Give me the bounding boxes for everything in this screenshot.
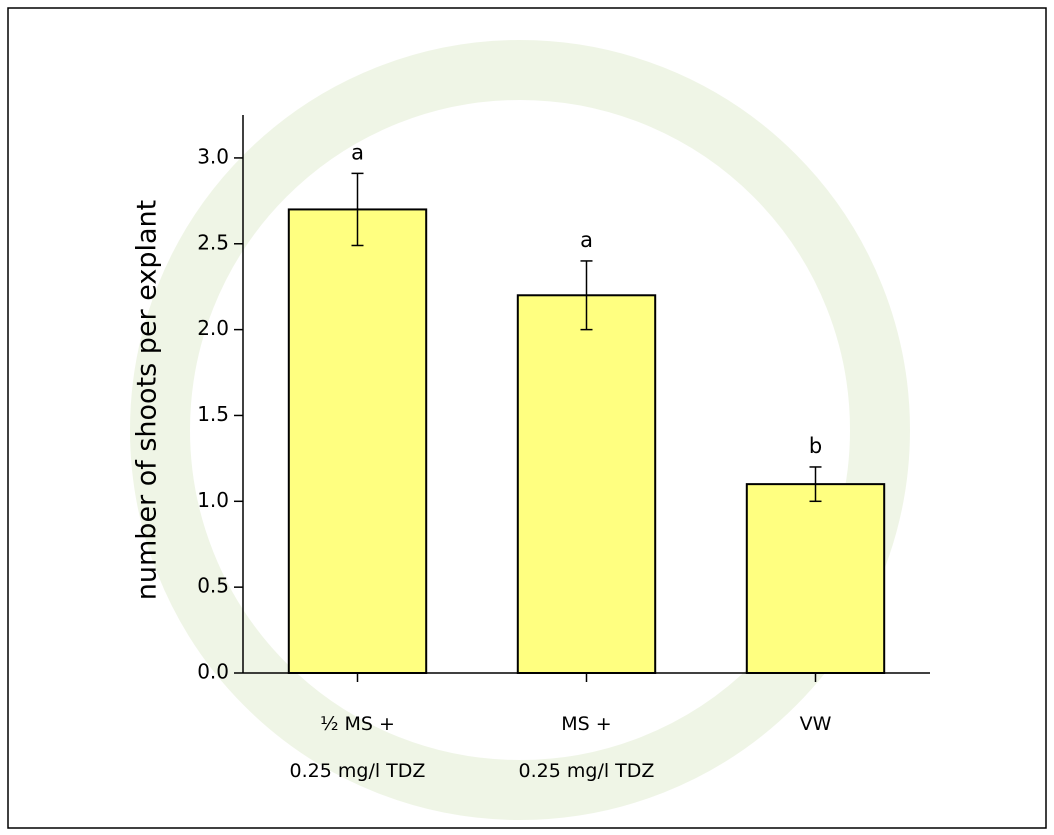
watermark <box>130 40 910 820</box>
annotation: a <box>580 228 593 252</box>
y-tick-label: 3.0 <box>197 144 229 168</box>
y-axis-label: number of shoots per explant <box>132 200 163 600</box>
x-tick-label: ½ MS + 0.25 mg/l TDZ <box>289 713 426 782</box>
bar <box>745 483 886 674</box>
x-tick-label: MS + 0.25 mg/l TDZ <box>518 713 655 782</box>
y-tick-label: 0.5 <box>197 574 229 598</box>
y-tick-label: 1.0 <box>197 488 229 512</box>
y-tick-label: 0.0 <box>197 660 229 684</box>
y-tick-label: 2.0 <box>197 316 229 340</box>
bar <box>287 208 428 675</box>
bar <box>516 294 657 674</box>
annotation: b <box>809 434 822 458</box>
y-tick-label: 2.5 <box>197 230 229 254</box>
x-tick-label: VW <box>799 713 832 735</box>
y-tick-label: 1.5 <box>197 402 229 426</box>
annotation: a <box>351 140 364 164</box>
